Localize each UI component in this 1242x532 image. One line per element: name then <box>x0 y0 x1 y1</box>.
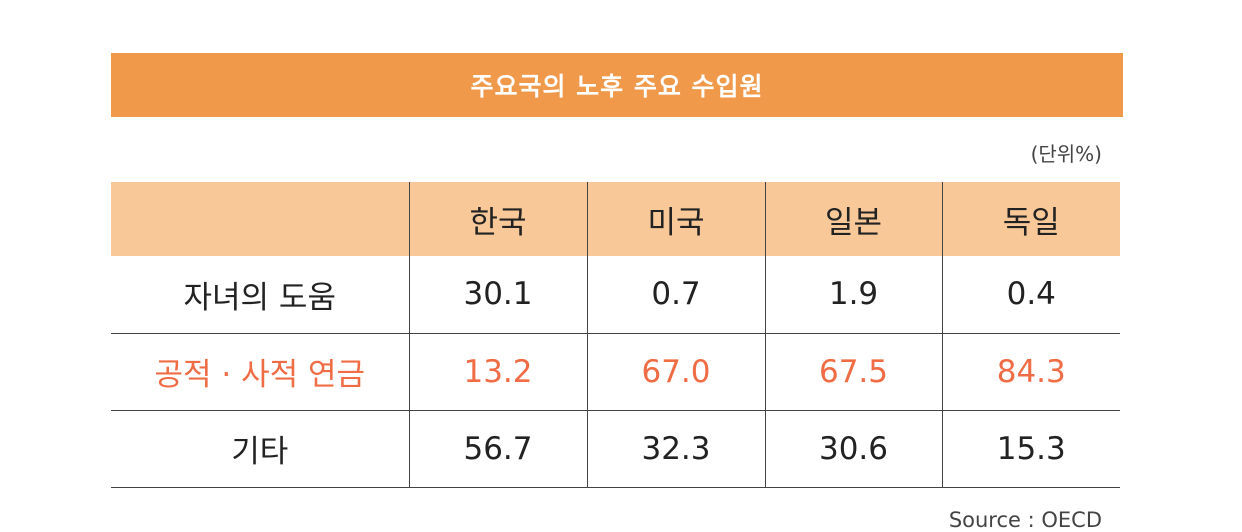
table-cell: 1.9 <box>764 256 942 334</box>
row-label: 자녀의 도움 <box>111 256 409 334</box>
unit-label: (단위%) <box>1030 142 1102 166</box>
table-row: 기타 56.7 32.3 30.6 15.3 <box>111 410 1120 488</box>
row-label: 공적 · 사적 연금 <box>111 333 409 411</box>
row-label: 기타 <box>111 410 409 488</box>
header-cell-germany: 독일 <box>941 182 1120 256</box>
table-cell: 67.0 <box>586 333 765 411</box>
table-cell: 67.5 <box>764 333 942 411</box>
table-title: 주요국의 노후 주요 수입원 <box>470 72 764 101</box>
table-cell: 13.2 <box>408 333 587 411</box>
table-cell: 30.6 <box>764 410 942 488</box>
table-cell: 32.3 <box>586 410 765 488</box>
table-row: 공적 · 사적 연금 13.2 67.0 67.5 84.3 <box>111 333 1120 411</box>
table-cell: 84.3 <box>941 333 1120 411</box>
table-cell: 56.7 <box>408 410 587 488</box>
table-cell: 15.3 <box>941 410 1120 488</box>
table-row: 자녀의 도움 30.1 0.7 1.9 0.4 <box>111 256 1120 334</box>
header-cell-usa: 미국 <box>586 182 765 256</box>
table-cell: 0.4 <box>941 256 1120 334</box>
income-source-table: 한국 미국 일본 독일 자녀의 도움 30.1 0.7 1.9 0.4 공적 ·… <box>111 182 1120 488</box>
table-cell: 30.1 <box>408 256 587 334</box>
header-row: 한국 미국 일본 독일 <box>111 182 1120 256</box>
header-cell-korea: 한국 <box>408 182 587 256</box>
header-cell-empty <box>111 182 409 256</box>
table-cell: 0.7 <box>586 256 765 334</box>
header-cell-japan: 일본 <box>764 182 942 256</box>
source-note: Source : OECD <box>948 508 1102 532</box>
table-title-banner: 주요국의 노후 주요 수입원 <box>111 53 1123 117</box>
